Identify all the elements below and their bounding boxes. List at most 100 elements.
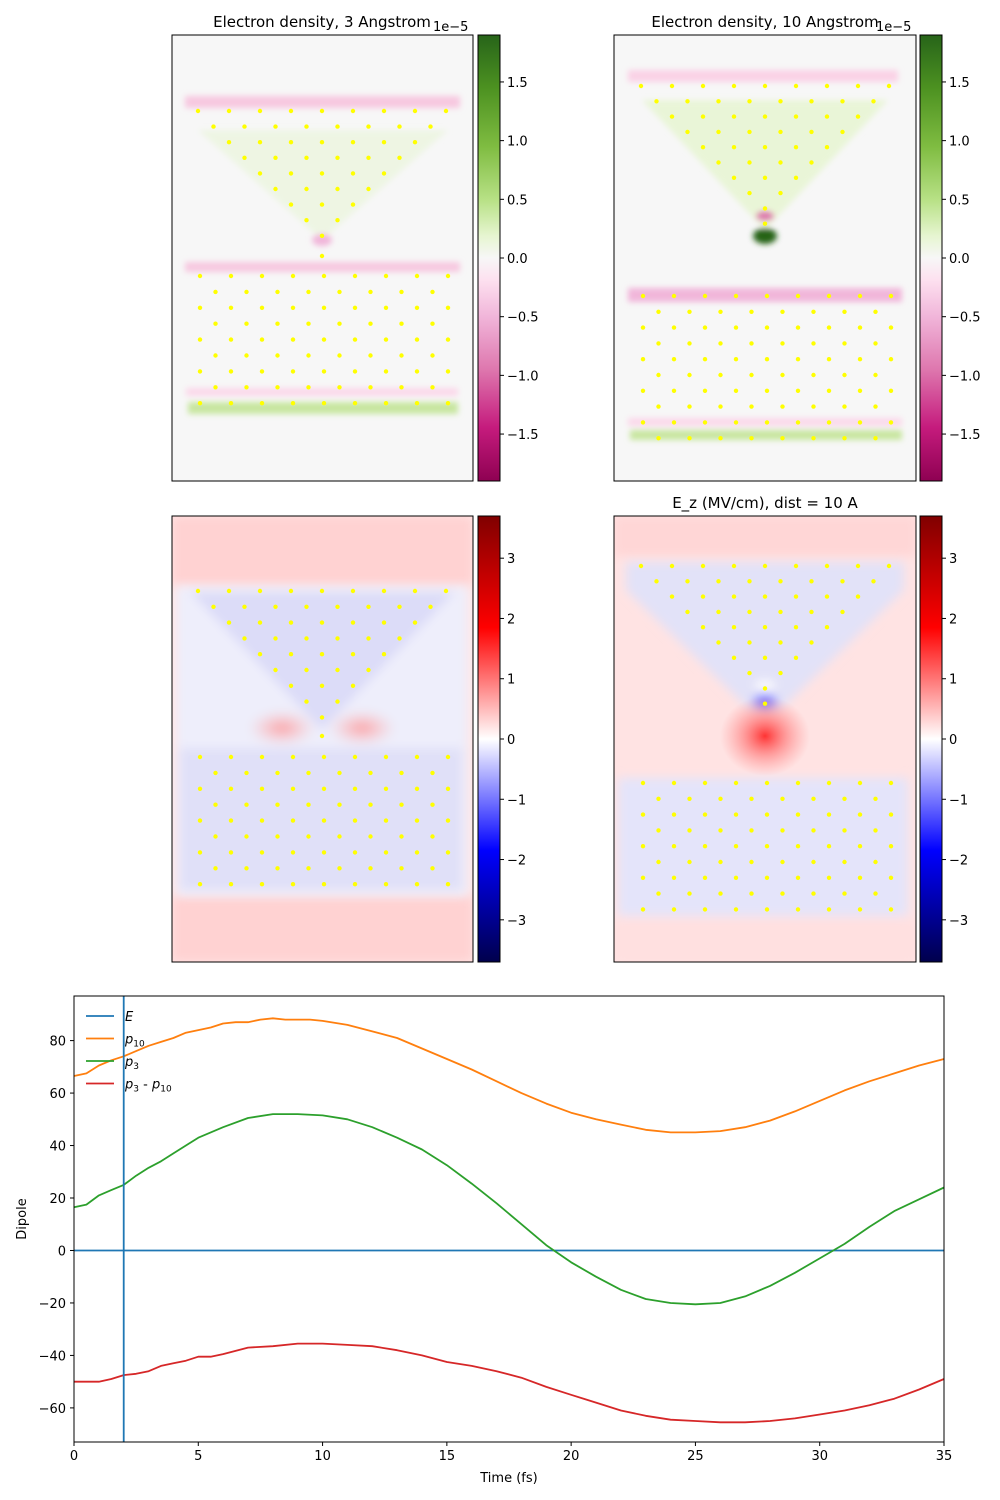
atom-dot	[428, 604, 433, 609]
atom-dot	[840, 579, 845, 584]
atom-dot	[414, 818, 420, 823]
ez-3-panel: 3 2 1 0 −1 −2 −3	[171, 515, 526, 963]
atom-dot	[381, 652, 387, 657]
atom-dot	[669, 594, 675, 599]
atom-dot	[718, 372, 723, 378]
density-3-frame	[171, 34, 474, 482]
atom-dot	[445, 850, 451, 855]
atom-dot	[430, 770, 435, 776]
atom-dot	[873, 828, 878, 833]
atom-dot	[445, 401, 451, 406]
atom-dot	[826, 907, 832, 912]
atom-dot	[335, 124, 340, 129]
atom-dot	[793, 83, 799, 89]
atom-dot	[718, 309, 723, 314]
atom-dot	[857, 357, 863, 362]
atom-dot	[213, 834, 218, 839]
atom-dot	[842, 828, 847, 833]
atom-dot	[412, 140, 418, 145]
atom-dot	[414, 337, 420, 342]
atom-dot	[228, 369, 234, 374]
atom-dot	[826, 812, 832, 817]
atom-dot	[733, 780, 739, 786]
atom-dot	[842, 891, 847, 896]
atom-dot	[352, 305, 358, 310]
atom-dot	[288, 588, 294, 594]
atom-dot	[764, 325, 770, 330]
colorbar-tick-label: 1.0	[949, 135, 970, 150]
atom-dot	[383, 882, 389, 887]
atom-dot	[321, 818, 327, 823]
atom-dot	[762, 83, 768, 89]
colorbar-tick-label: 0	[507, 733, 515, 748]
ez-3-heatmap	[172, 516, 473, 962]
legend-label-p10: p10	[124, 1033, 145, 1050]
series-line-p10	[73, 1017, 945, 1134]
series-line-diff	[74, 1342, 945, 1424]
atom-dot	[702, 325, 708, 330]
atom-dot	[306, 866, 311, 871]
atom-dot	[795, 844, 801, 849]
atom-dot	[871, 579, 876, 584]
density-10-heatmap	[614, 35, 916, 481]
atom-dot	[731, 114, 737, 119]
atom-dot	[321, 305, 327, 310]
colorbar-tick-label: 3	[507, 552, 515, 567]
y-tick-label: −40	[39, 1349, 66, 1364]
atom-dot	[319, 108, 325, 114]
atom-dot	[275, 834, 280, 839]
atom-dot	[211, 604, 216, 609]
atom-dot	[337, 289, 342, 295]
atom-dot	[873, 372, 878, 378]
density-10-frame	[613, 34, 917, 482]
atom-dot	[656, 796, 661, 801]
atom-dot	[842, 436, 847, 441]
atom-dot	[733, 907, 739, 912]
atom-dot	[244, 770, 249, 776]
atom-dot	[811, 341, 816, 346]
atom-dot	[671, 357, 677, 362]
atom-dot	[747, 579, 752, 584]
atom-dot	[842, 309, 847, 314]
atom-dot	[368, 802, 373, 807]
atom-dot	[414, 369, 420, 374]
atom-dot	[824, 625, 830, 630]
density-3-atoms	[195, 108, 451, 406]
atom-dot	[640, 812, 646, 817]
atom-dot	[211, 124, 216, 129]
atom-dot	[350, 620, 356, 625]
atom-dot	[762, 221, 768, 226]
density-10-atoms	[638, 83, 894, 441]
atom-dot	[259, 786, 265, 791]
atom-dot	[640, 780, 646, 786]
y-axis-ticks: 80 60 40 20 0 −20 −40 −60	[39, 1035, 74, 1417]
atom-dot	[702, 844, 708, 849]
atom-dot	[640, 875, 646, 880]
atom-dot	[352, 882, 358, 887]
atom-dot	[857, 388, 863, 393]
atom-dot	[321, 337, 327, 342]
atom-dot	[242, 604, 247, 609]
atom-dot	[733, 844, 739, 849]
atom-dot	[888, 357, 894, 362]
atom-dot	[213, 353, 218, 358]
atom-dot	[824, 83, 830, 89]
atom-dot	[383, 786, 389, 791]
ez-3-colorbar: 3 2 1 0 −1 −2 −3	[477, 515, 526, 963]
colorbar-tick-label: −1.5	[507, 428, 539, 443]
atom-dot	[213, 321, 218, 326]
atom-dot	[795, 907, 801, 912]
atom-dot	[383, 754, 389, 760]
atom-dot	[197, 401, 203, 406]
atom-dot	[430, 802, 435, 807]
atom-dot	[350, 140, 356, 145]
atom-dot	[319, 715, 325, 720]
atom-dot	[430, 385, 435, 390]
atom-dot	[733, 388, 739, 393]
atom-dot	[412, 588, 418, 594]
atom-dot	[414, 401, 420, 406]
atom-dot	[273, 186, 278, 192]
atom-dot	[778, 670, 783, 676]
atom-dot	[795, 780, 801, 786]
